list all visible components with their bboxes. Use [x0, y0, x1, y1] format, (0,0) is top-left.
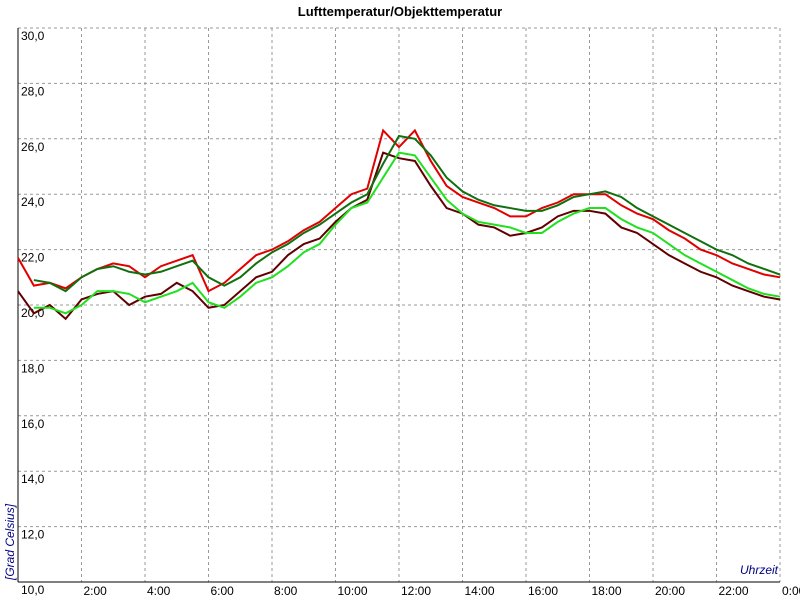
x-axis-label: Uhrzeit — [740, 563, 779, 577]
y-tick-label: 30,0 — [21, 29, 45, 43]
y-tick-label: 22,0 — [21, 251, 45, 265]
line — [33, 151, 781, 315]
x-tick-label: 20:00 — [655, 584, 685, 598]
y-axis-label: [Grad Celsius] — [3, 503, 17, 581]
y-tick-label: 16,0 — [21, 417, 45, 431]
x-tick-label: 6:00 — [211, 584, 235, 598]
y-tick-label: 26,0 — [21, 140, 45, 154]
line — [17, 128, 781, 293]
y-tick-label: 18,0 — [21, 361, 45, 375]
y-tick-label: 12,0 — [21, 528, 45, 542]
x-tick-label: 14:00 — [465, 584, 495, 598]
x-tick-label: 12:00 — [401, 584, 431, 598]
x-tick-label: 18:00 — [592, 584, 622, 598]
x-tick-label: 16:00 — [528, 584, 558, 598]
x-tick-label: 10:00 — [338, 584, 368, 598]
x-tick-label: 2:00 — [84, 584, 108, 598]
line — [33, 134, 781, 293]
y-tick-label: 10,0 — [21, 583, 45, 597]
y-tick-label: 28,0 — [21, 84, 45, 98]
x-tick-label: 8:00 — [274, 584, 298, 598]
y-tick-label: 24,0 — [21, 195, 45, 209]
chart-title: Lufttemperatur/Objekttemperatur — [298, 4, 502, 19]
x-tick-label: 22:00 — [719, 584, 749, 598]
line — [17, 151, 781, 321]
x-tick-label: 4:00 — [147, 584, 171, 598]
y-tick-label: 14,0 — [21, 472, 45, 486]
x-tick-label: 0:00 — [782, 584, 800, 598]
